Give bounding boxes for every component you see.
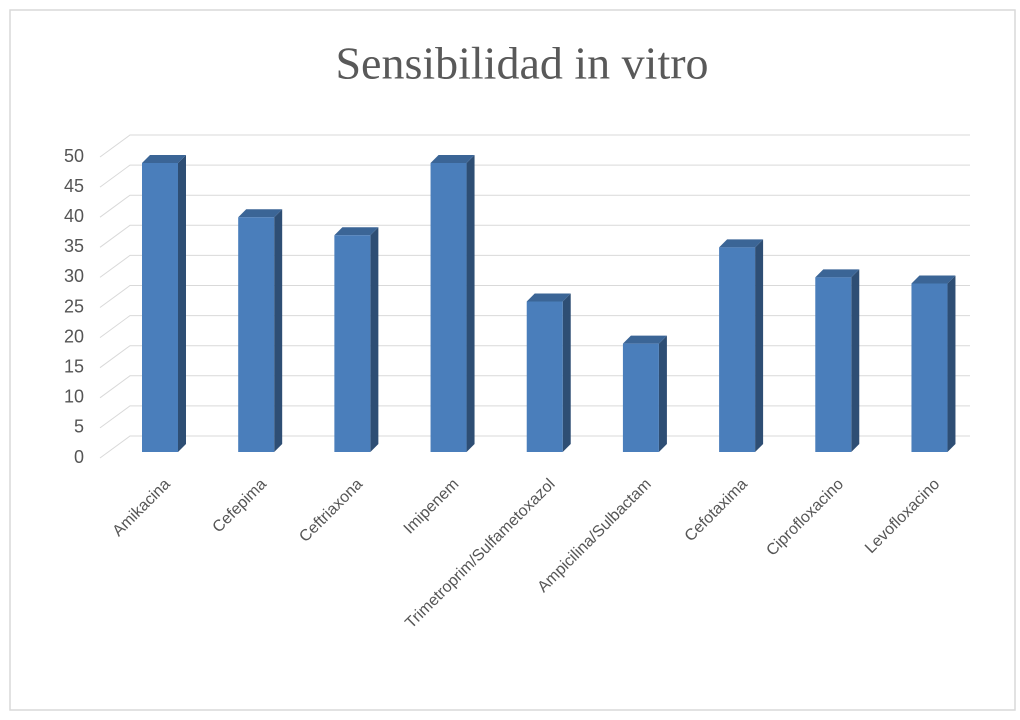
grid-line [99,345,970,369]
bar-front [911,283,948,452]
bar-side [562,293,571,452]
bar-front [238,217,275,452]
bar [142,155,186,453]
y-tick-label: 50 [64,146,84,166]
y-tick-label: 0 [74,447,84,467]
grid-line [99,405,970,429]
bar [815,269,860,452]
bar-side [178,155,186,453]
y-tick-label: 40 [64,206,84,226]
grid-line [99,164,970,188]
bar-side [755,239,764,452]
y-tick-label: 15 [64,356,84,376]
y-tick-label: 30 [64,266,84,286]
bar-side [370,227,379,452]
bar-side [274,209,283,452]
bar-top [719,239,764,248]
grid-line [99,315,970,339]
bar [911,275,956,452]
bar-front [142,163,178,453]
bar-front [622,343,659,452]
y-tick-label: 45 [64,176,84,196]
bar-top [911,275,956,284]
bar-top [238,209,283,218]
grid-line [99,134,970,158]
grid-line [99,224,970,248]
bar [238,209,283,452]
grid-line [99,285,970,308]
chart-title: Sensibilidad in vitro [335,38,708,89]
grid-line [99,254,970,278]
bar-side [851,269,860,452]
y-tick-label: 25 [64,296,84,316]
bar-top [622,335,667,344]
bar [526,293,571,452]
y-tick-label: 5 [74,417,84,437]
bar [334,227,379,452]
bar [719,239,764,452]
bar-front [719,247,756,452]
bar [430,155,475,453]
bar-top [142,155,186,164]
bar-top [430,155,475,164]
y-tick-label: 20 [64,326,84,346]
bar-side [466,155,475,453]
bar [622,335,667,452]
y-tick-label: 10 [64,387,84,407]
y-tick-label: 35 [64,236,84,256]
bar-front [815,277,852,452]
bar-side [947,275,956,452]
bar-top [334,227,379,236]
grid-line [99,375,970,399]
bar-top [815,269,860,278]
bar-top [526,293,571,302]
bar-front [334,235,371,452]
bar-side [658,335,667,452]
grid-line [99,194,970,218]
bar-front [526,301,563,452]
grid-line [99,435,970,459]
bar-front [430,163,467,453]
